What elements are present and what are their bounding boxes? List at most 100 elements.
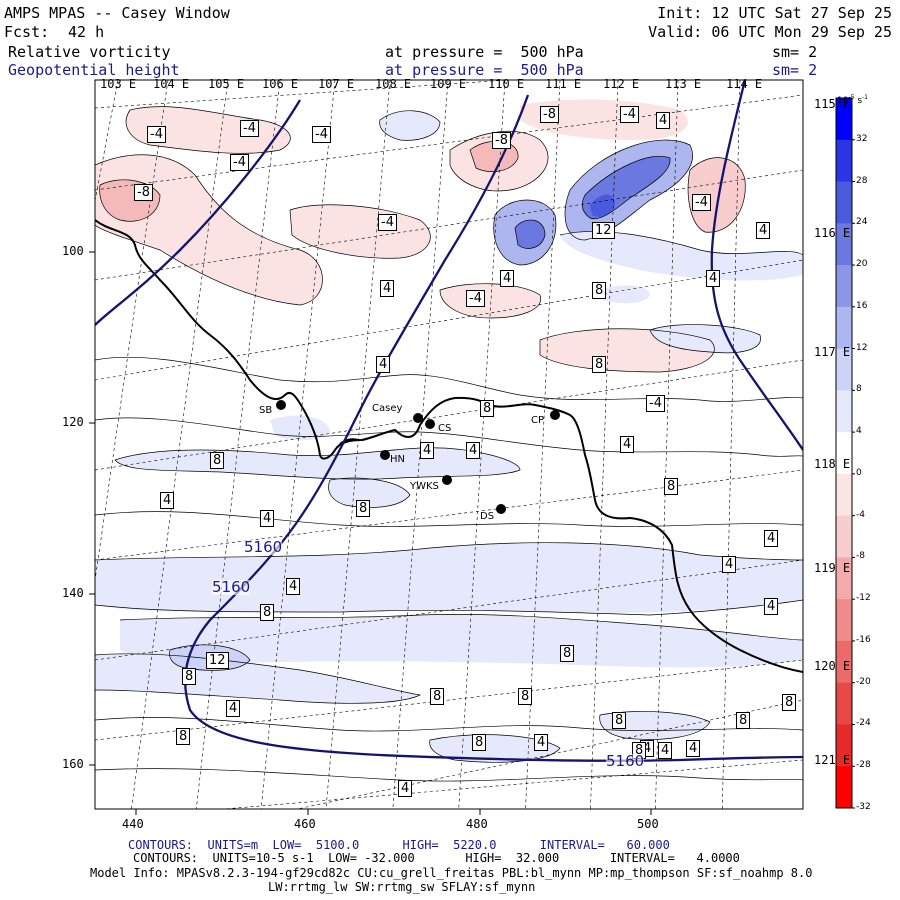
colorbar-segment [836, 98, 852, 141]
vorticity-contour-label: 8 [664, 478, 679, 495]
vorticity-contour-label: -4 [620, 106, 639, 123]
lon-label-right: 117 E [814, 345, 851, 359]
station-label: Casey [372, 403, 403, 414]
lon-label-top: 105 E [208, 77, 245, 91]
vorticity-contour-label: 4 [380, 280, 395, 297]
colorbar-segment [836, 724, 852, 767]
colorbar-unit: 10-5 s-1 [837, 94, 868, 106]
forecast-label: Fcst: [4, 23, 50, 41]
colorbar-tick-label: -8 [856, 551, 865, 562]
colorbar-segment [836, 599, 852, 642]
colorbar-tick-label: -16 [856, 634, 871, 645]
latlon-grid [95, 80, 803, 809]
vorticity-contour-label: 8 [592, 356, 607, 373]
colorbar-segment [836, 390, 852, 433]
lon-label-top: 106 E [262, 77, 299, 91]
contours-height-info: CONTOURS: UNITS=m LOW= 5100.0 HIGH= 5220… [128, 838, 670, 852]
vorticity-contour-label: 4 [656, 112, 671, 129]
station-label: CS [438, 423, 452, 434]
station-dot-ywks [442, 475, 452, 485]
vorticity-contour-label: 8 [560, 645, 575, 662]
vorticity-contour-label: 4 [756, 222, 771, 239]
colorbar-segment [836, 766, 852, 809]
vorticity-contour-label: 4 [466, 442, 481, 459]
lon-label-top: 113 E [665, 77, 702, 91]
height-contours [95, 80, 803, 762]
init-time: Init: 12 UTC Sat 27 Sep 25 [657, 4, 892, 22]
colorbar-tick-label: 20 [856, 259, 868, 270]
colorbar-frame [835, 97, 853, 809]
y-tick-label: 100 [62, 244, 84, 258]
vorticity-contour-label: -4 [312, 126, 331, 143]
colorbar-tick-label: -32 [856, 802, 871, 812]
colorbar-tick-label: 16 [856, 300, 868, 311]
lon-label-top: 111 E [545, 77, 582, 91]
forecast-hours: 42 h [68, 23, 105, 41]
vorticity-contour-label: 8 [612, 712, 627, 729]
colorbar-tick-label: -24 [856, 718, 871, 729]
vorticity-contour-label: 8 [210, 452, 225, 469]
vorticity-contour-label: 8 [782, 694, 797, 711]
vorticity-contour-label: 8 [260, 604, 275, 621]
lon-label-top: 103 E [100, 77, 137, 91]
colorbar-tick-label: 8 [856, 384, 862, 395]
lon-label-right: 116 E [814, 226, 851, 240]
colorbar-tick-label: 0 [856, 467, 862, 478]
y-tick-label: 120 [62, 415, 84, 429]
colorbar-segment [836, 265, 852, 308]
colorbar-tick-label: 4 [856, 426, 862, 437]
vorticity-contour-label: 12 [592, 222, 615, 239]
colorbar-tick-label: -4 [856, 509, 865, 520]
vorticity-contour-label: 4 [658, 742, 673, 759]
vorticity-contour-label: -4 [240, 120, 259, 137]
vorticity-contour-label: 4 [764, 598, 779, 615]
vorticity-contour-label: 8 [592, 282, 607, 299]
field2-level: at pressure = 500 hPa [385, 61, 584, 79]
model-info-physics: LW:rrtmg_lw SW:rrtmg_sw SFLAY:sf_mynn [268, 880, 536, 894]
vorticity-contour-label: -8 [540, 106, 559, 123]
vorticity-contour-label: 4 [534, 734, 549, 751]
colorbar-segment [836, 306, 852, 350]
lon-label-top: 104 E [153, 77, 190, 91]
height-contour-label: 5160 [212, 578, 251, 596]
lon-label-right: 119 E [814, 561, 851, 575]
vorticity-contour-label: 4 [260, 510, 275, 527]
height-contour-label: 5160 [606, 752, 645, 770]
vorticity-contour-label: 4 [620, 436, 635, 453]
station-label: CP [531, 415, 545, 426]
lon-label-top: 109 E [430, 77, 467, 91]
colorbar-tick-label: -20 [856, 676, 871, 687]
vorticity-contour-label: 4 [764, 530, 779, 547]
vorticity-contour-label: 8 [176, 728, 191, 745]
vorticity-contour-label: 8 [182, 668, 197, 685]
vorticity-contour-label: -4 [692, 194, 711, 211]
field1-level: at pressure = 500 hPa [385, 43, 584, 61]
lon-label-right: 121 E [814, 753, 851, 767]
contours-vort-info: CONTOURS: UNITS=10-5 s-1 LOW= -32.000 HI… [133, 851, 740, 865]
vorticity-contour-label: 4 [398, 780, 413, 797]
vorticity-contour-label: 4 [420, 442, 435, 459]
vorticity-contour-label: 4 [686, 740, 701, 757]
vorticity-contour-label: 4 [226, 700, 241, 717]
vorticity-contour-label: 8 [472, 734, 487, 751]
field1-name: Relative vorticity [8, 43, 171, 61]
colorbar-segment [836, 181, 852, 224]
colorbar-tick-label: 28 [856, 175, 868, 186]
station-dot-hn [380, 450, 390, 460]
lon-label-top: 110 E [488, 77, 525, 91]
station-dot-sb [276, 400, 286, 410]
field2-smooth: sm= 2 [772, 61, 818, 79]
x-tick-label: 500 [637, 817, 659, 831]
vorticity-contour-label: 4 [706, 270, 721, 287]
station-dot-ds [496, 504, 506, 514]
colorbar-segment [836, 473, 852, 517]
lon-label-top: 112 E [603, 77, 640, 91]
colorbar-tick-label: 32 [856, 133, 868, 144]
valid-time: Valid: 06 UTC Mon 29 Sep 25 [648, 23, 892, 41]
station-label: YWKS [410, 481, 439, 492]
vorticity-contour-label: 4 [500, 270, 515, 287]
vorticity-contour-label: -4 [466, 290, 485, 307]
colorbar-tick-label: -12 [856, 593, 871, 604]
station-dot-cp [550, 410, 560, 420]
station-markers [276, 400, 560, 514]
